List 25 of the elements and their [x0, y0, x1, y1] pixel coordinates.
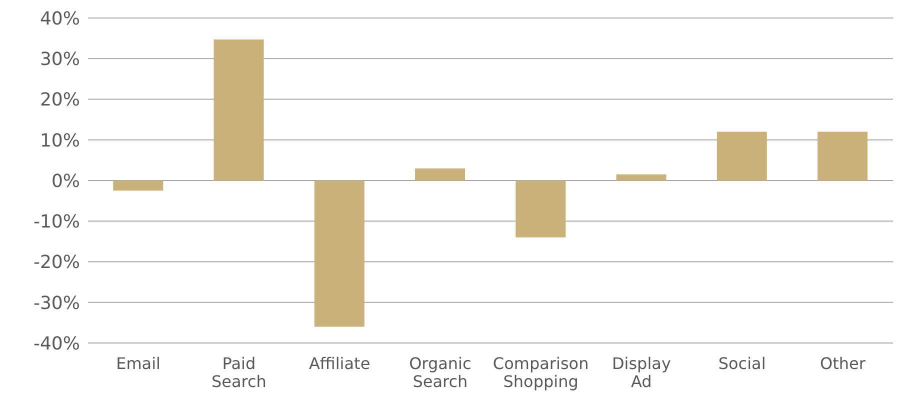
bar	[616, 174, 666, 180]
x-tick-label: Other	[820, 354, 866, 373]
bar	[818, 132, 868, 180]
x-tick-label: Organic Search	[409, 354, 472, 391]
bar	[415, 168, 466, 180]
x-tick-label: Email	[116, 354, 161, 373]
y-tick-label: -30%	[33, 292, 80, 314]
y-tick-label: 0%	[51, 170, 80, 192]
y-tick-label: 10%	[40, 130, 80, 152]
x-tick-label: Affiliate	[308, 354, 370, 373]
x-tick-label: Paid Search	[211, 354, 266, 391]
x-tick-label: Comparison Shopping	[492, 354, 589, 391]
bar	[314, 180, 364, 327]
bar	[516, 180, 566, 238]
y-tick-label: 40%	[40, 8, 80, 30]
x-tick-label: Display Ad	[612, 354, 671, 391]
x-tick-label: Social	[718, 354, 766, 373]
y-tick-label: -10%	[33, 212, 80, 233]
y-tick-label: 20%	[40, 90, 80, 111]
y-tick-label: 30%	[40, 49, 80, 70]
y-tick-label: -40%	[33, 333, 80, 354]
bar	[716, 132, 767, 180]
bar	[113, 180, 164, 191]
y-tick-label: -20%	[33, 252, 80, 274]
bar	[214, 40, 264, 180]
